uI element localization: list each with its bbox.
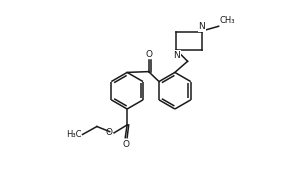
Text: CH₃: CH₃ bbox=[220, 16, 235, 25]
Text: O: O bbox=[123, 140, 130, 149]
Text: O: O bbox=[105, 128, 112, 137]
Text: O: O bbox=[145, 50, 152, 59]
Text: N: N bbox=[173, 51, 180, 60]
Text: N: N bbox=[198, 22, 205, 31]
Text: H₃C: H₃C bbox=[66, 130, 82, 139]
